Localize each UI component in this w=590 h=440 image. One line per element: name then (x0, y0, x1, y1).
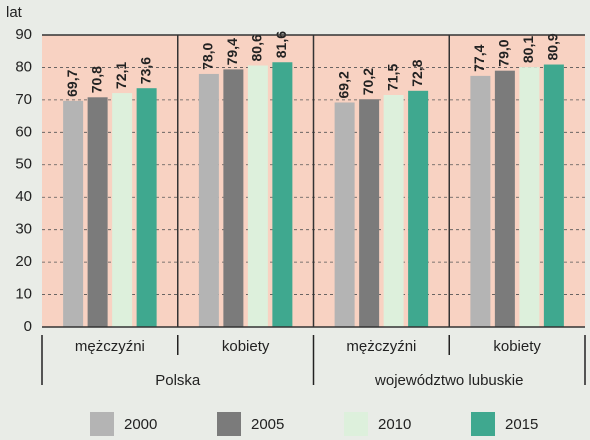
bar (136, 88, 157, 327)
y-tick-label: 90 (15, 26, 32, 43)
legend-swatch (217, 412, 241, 436)
bar (198, 73, 219, 327)
y-tick-label: 60 (15, 123, 32, 140)
group-label: województwo lubuskie (374, 372, 523, 389)
x-tick-label: kobiety (493, 338, 541, 355)
bar (519, 67, 540, 328)
y-tick-label: 30 (15, 221, 32, 238)
x-tick-label: mężczyźni (346, 338, 416, 355)
x-tick-label: kobiety (222, 338, 270, 355)
value-label: 77,4 (471, 44, 487, 71)
bar (543, 64, 564, 327)
bar (247, 65, 268, 328)
x-tick-label: mężczyźni (75, 338, 145, 355)
y-tick-label: 70 (15, 91, 32, 108)
bar (359, 99, 380, 328)
bar (272, 62, 293, 328)
value-label: 79,4 (224, 38, 240, 65)
value-label: 80,1 (520, 36, 536, 63)
y-tick-label: 10 (15, 286, 32, 303)
bar (223, 69, 244, 327)
bar (408, 90, 429, 327)
legend-label: 2000 (124, 416, 157, 433)
bar (494, 70, 515, 327)
value-label: 79,0 (496, 39, 512, 66)
y-tick-label: 50 (15, 156, 32, 173)
bar (334, 102, 355, 328)
value-label: 72,1 (113, 62, 129, 89)
value-label: 80,6 (249, 34, 265, 61)
value-label: 69,7 (64, 69, 80, 96)
value-label: 70,8 (88, 66, 104, 93)
y-tick-label: 40 (15, 188, 32, 205)
y-axis-label: lat (6, 4, 23, 21)
y-tick-label: 20 (15, 253, 32, 270)
bar (470, 75, 491, 327)
value-label: 78,0 (200, 42, 216, 69)
legend-label: 2005 (251, 416, 284, 433)
y-tick-label: 80 (15, 58, 32, 75)
value-label: 71,5 (384, 64, 400, 91)
value-label: 70,2 (360, 68, 376, 95)
group-label: Polska (155, 372, 201, 389)
bar (383, 95, 404, 328)
bar (87, 97, 108, 327)
legend-swatch (344, 412, 368, 436)
value-label: 72,8 (409, 59, 425, 86)
bar (63, 100, 84, 328)
value-label: 81,6 (273, 31, 289, 58)
value-label: 80,9 (545, 33, 561, 60)
y-tick-label: 0 (24, 318, 32, 335)
legend-label: 2015 (505, 416, 538, 433)
value-label: 69,2 (335, 71, 351, 98)
legend-swatch (471, 412, 495, 436)
legend-label: 2010 (378, 416, 411, 433)
legend-swatch (90, 412, 114, 436)
value-label: 73,6 (137, 57, 153, 84)
bar (112, 93, 133, 327)
